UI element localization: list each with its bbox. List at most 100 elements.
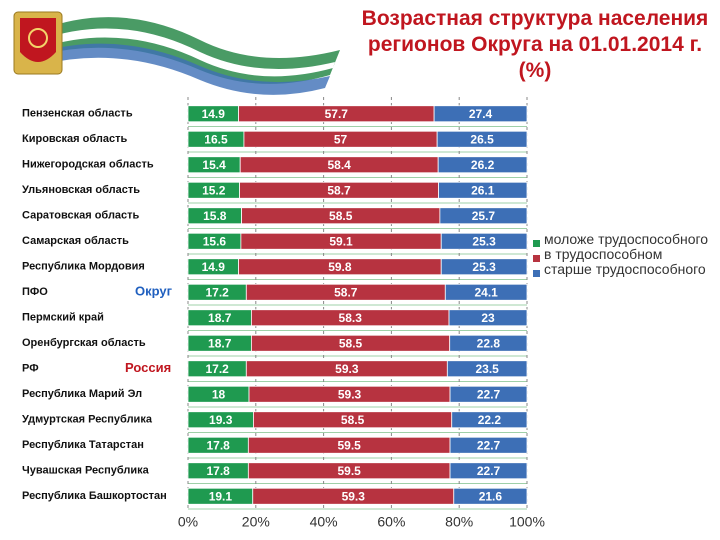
bar-segment: [439, 207, 528, 225]
data-label: 26.5: [470, 132, 494, 146]
x-tick-label: 40%: [310, 514, 338, 530]
data-label: 58.7: [334, 285, 358, 299]
y-tick-label: Пермский край: [22, 312, 104, 324]
data-label: 17.8: [206, 464, 230, 478]
bar-segment: [451, 411, 528, 429]
y-tick-label: Республика Башкортостан: [22, 490, 167, 502]
y-tick-label: Республика Марий Эл: [22, 388, 142, 400]
emblem: [13, 11, 340, 95]
bar-segment: [453, 487, 528, 505]
data-label: 25.7: [472, 209, 496, 223]
data-label: 21.6: [479, 489, 503, 503]
data-label: 23.5: [475, 362, 499, 376]
data-label: 26.1: [471, 183, 495, 197]
data-label: 58.3: [339, 311, 363, 325]
data-label: 18: [212, 387, 226, 401]
data-label: 59.8: [328, 260, 352, 274]
legend-label: в трудоспособном: [544, 246, 663, 262]
annotation: Округ: [135, 284, 173, 299]
y-tick-label: Чувашская Республика: [22, 465, 150, 477]
annotation: Россия: [125, 360, 171, 375]
data-label: 16.5: [204, 132, 228, 146]
data-label: 23: [481, 311, 495, 325]
legend-item: моложе трудоспособного: [533, 232, 713, 247]
bar-segment: [444, 283, 528, 301]
legend: моложе трудоспособного в трудоспособном ст…: [533, 232, 713, 277]
data-label: 59.1: [329, 234, 353, 248]
bar-segment: [438, 181, 528, 199]
data-label: 58.5: [339, 336, 363, 350]
data-label: 18.7: [208, 336, 232, 350]
bar-segment: [446, 360, 528, 378]
x-tick-label: 80%: [445, 514, 473, 530]
data-label: 22.7: [477, 438, 501, 452]
legend-label: моложе трудоспособного: [544, 231, 709, 247]
data-label: 26.2: [471, 158, 495, 172]
data-label: 19.1: [209, 489, 233, 503]
x-tick-label: 20%: [242, 514, 270, 530]
legend-swatch: [533, 240, 540, 247]
bar-segment: [433, 105, 528, 123]
bar-segment: [437, 156, 528, 174]
y-tick-label: РФ: [22, 363, 39, 375]
y-tick-label: Удмуртская Республика: [22, 414, 153, 426]
legend-item: в трудоспособном: [533, 247, 713, 262]
data-label: 17.8: [206, 438, 230, 452]
data-label: 18.7: [208, 311, 232, 325]
data-label: 22.7: [477, 387, 501, 401]
data-label: 59.3: [338, 387, 362, 401]
bar-segment: [449, 334, 528, 352]
bar-segment: [440, 232, 528, 250]
data-label: 17.2: [205, 362, 229, 376]
data-label: 58.5: [329, 209, 353, 223]
x-tick-label: 100%: [509, 514, 545, 530]
data-label: 58.5: [341, 413, 365, 427]
bar-segment: [449, 385, 528, 403]
data-label: 57.7: [325, 107, 349, 121]
y-tick-label: Саратовская область: [22, 210, 140, 222]
bar-segment: [448, 309, 528, 327]
data-label: 22.2: [478, 413, 502, 427]
data-label: 14.9: [202, 107, 226, 121]
y-tick-label: ПФО: [22, 286, 48, 298]
data-label: 15.2: [202, 183, 226, 197]
data-label: 22.7: [477, 464, 501, 478]
legend-swatch: [533, 270, 540, 277]
data-label: 22.8: [477, 336, 501, 350]
x-tick-label: 0%: [178, 514, 198, 530]
data-label: 57: [334, 132, 348, 146]
y-tick-label: Оренбургская область: [22, 337, 146, 349]
legend-swatch: [533, 255, 540, 262]
data-label: 27.4: [469, 107, 493, 121]
data-label: 14.9: [202, 260, 226, 274]
y-tick-label: Республика Мордовия: [22, 261, 145, 273]
chart-title: Возрастная структура населения регионов …: [361, 7, 709, 82]
legend-label: старше трудоспособного: [544, 261, 706, 277]
y-tick-label: Пензенская область: [22, 108, 133, 120]
data-label: 25.3: [472, 234, 496, 248]
data-label: 24.1: [474, 285, 498, 299]
bar-segment: [449, 462, 528, 480]
data-label: 58.7: [327, 183, 351, 197]
data-label: 59.5: [338, 464, 362, 478]
bar-segment: [436, 130, 528, 148]
y-tick-label: Нижегородская область: [22, 159, 154, 171]
y-tick-label: Республика Татарстан: [22, 439, 144, 451]
x-tick-label: 60%: [377, 514, 405, 530]
data-label: 17.2: [205, 285, 229, 299]
data-label: 59.3: [342, 489, 366, 503]
data-label: 15.6: [203, 234, 227, 248]
data-label: 25.3: [472, 260, 496, 274]
data-label: 59.5: [338, 438, 362, 452]
legend-item: старше трудоспособного: [533, 262, 713, 277]
data-label: 19.3: [209, 413, 233, 427]
data-label: 15.4: [202, 158, 226, 172]
bar-segment: [449, 436, 528, 454]
y-tick-label: Ульяновская область: [22, 184, 140, 196]
data-label: 15.8: [203, 209, 227, 223]
bar-segment: [440, 258, 528, 276]
data-label: 59.3: [335, 362, 359, 376]
y-tick-label: Кировская область: [22, 133, 127, 145]
data-label: 58.4: [328, 158, 352, 172]
